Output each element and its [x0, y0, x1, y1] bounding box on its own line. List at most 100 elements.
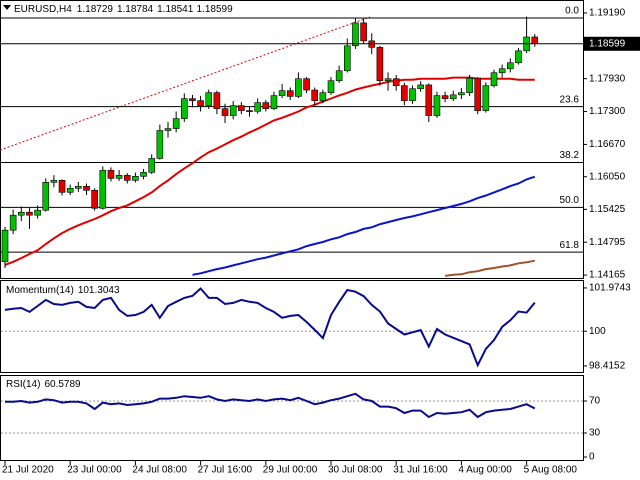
y-tick-label: 1.17930 [589, 73, 626, 84]
candle-body [107, 170, 115, 179]
candle-body [295, 78, 302, 97]
candle-body [506, 62, 514, 70]
candle-body [286, 90, 294, 97]
indicator-name: Momentum(14) [6, 285, 74, 296]
y-tick-label: 1.14795 [589, 237, 626, 248]
rsi-header: RSI(14) 60.5789 [6, 379, 81, 390]
y-tick-label: 30 [589, 428, 601, 439]
y-tick-label: 1.19190 [589, 8, 626, 19]
fib-label: 0.0 [565, 6, 579, 17]
candle-body [401, 85, 408, 101]
candle-body [83, 185, 90, 191]
indicator-value: 101.3043 [78, 285, 120, 296]
candle-body [246, 110, 253, 112]
fib-label: 38.2 [560, 150, 580, 161]
candle-body [66, 188, 74, 193]
candle-body [360, 22, 367, 42]
candle-body [123, 175, 131, 181]
x-tick-label: 23 Jul 00:00 [67, 465, 122, 476]
candle-body [466, 77, 473, 93]
indicator-line [4, 287, 536, 368]
candle-body [58, 180, 66, 193]
candle-body [409, 88, 416, 101]
candle-body [311, 89, 319, 101]
candle-body [490, 72, 498, 86]
candle-body [449, 94, 457, 99]
candle-body [148, 158, 155, 173]
fib-label: 23.6 [560, 94, 580, 105]
candle-body [205, 92, 213, 106]
fib-label: 50.0 [560, 195, 580, 206]
close: 1.18599 [197, 4, 234, 15]
candle-body [352, 22, 359, 47]
candle-body [91, 190, 98, 209]
moving-average [192, 175, 536, 276]
y-tick-label: 0 [589, 452, 595, 463]
x-tick-label: 29 Jul 00:00 [263, 465, 318, 476]
y-tick-label: 1.15425 [589, 204, 626, 215]
x-tick-label: 30 Jul 08:00 [328, 465, 383, 476]
candle-body [172, 118, 180, 129]
fib-label: 61.8 [560, 240, 580, 251]
candle-body [26, 211, 33, 216]
candle-body [384, 78, 392, 82]
plot-layer: 0.0 23.6 38.2 50.0 61.8 1.19190 1.17930 1.17300… [1, 6, 640, 476]
candle-body [425, 84, 433, 116]
candle-body [433, 95, 441, 116]
candle-body [181, 98, 188, 119]
y-tick-label: 98.4152 [589, 361, 626, 372]
candle-body [254, 102, 261, 112]
candle-body [441, 95, 449, 99]
x-tick-label: 21 Jul 2020 [2, 465, 54, 476]
candle-body [238, 105, 245, 111]
x-tick-label: 4 Aug 00:00 [458, 465, 512, 476]
candle-body [278, 90, 286, 96]
candle-body [1, 229, 9, 263]
candle-body [156, 130, 164, 159]
candle-body [229, 105, 237, 116]
x-tick-label: 5 Aug 08:00 [524, 465, 578, 476]
momentum-panel [0, 280, 584, 373]
candle-body [270, 95, 278, 109]
candle-body [417, 84, 424, 89]
candle-body [474, 77, 482, 111]
open: 1.18729 [77, 4, 114, 15]
candle-body [335, 70, 343, 82]
candle-body [9, 214, 17, 231]
candle-body [515, 50, 522, 64]
main-panel [0, 0, 584, 279]
y-tick-label: 70 [589, 396, 601, 407]
moving-average [4, 76, 535, 266]
candle-body [531, 36, 539, 45]
indicator-line [5, 392, 536, 419]
main-header: EURUSD,H4 1.18729 1.18784 1.18541 1.18599 [14, 4, 233, 15]
candle-body [319, 92, 327, 101]
indicator-value: 60.5789 [44, 379, 81, 390]
candle-body [197, 100, 204, 106]
candle-body [115, 175, 123, 179]
candle-body [75, 185, 82, 189]
current-price-box [584, 36, 640, 51]
candle-body [327, 80, 335, 93]
candle-body [262, 102, 270, 109]
candle-body [42, 182, 50, 211]
y-tick-label: 1.17300 [589, 106, 626, 117]
indicator-name: RSI(14) [6, 379, 40, 390]
candle-body [482, 85, 490, 111]
candle-body [221, 108, 229, 116]
candle-body [189, 98, 196, 101]
candle-body [392, 78, 400, 86]
y-tick-label: 1.16050 [589, 171, 626, 182]
candle-body [17, 211, 25, 216]
current-price-label: 1.18599 [589, 38, 626, 49]
momentum-header: Momentum(14) 101.3043 [6, 285, 120, 296]
x-tick-label: 24 Jul 08:00 [132, 465, 187, 476]
moving-average [444, 259, 535, 277]
candle-body [50, 180, 58, 183]
candle-body [140, 172, 147, 177]
x-tick-label: 27 Jul 16:00 [198, 465, 253, 476]
y-tick-label: 101.9743 [589, 283, 631, 294]
y-tick-label: 100 [589, 326, 606, 337]
trend-line [0, 16, 371, 151]
candle-body [34, 209, 41, 216]
